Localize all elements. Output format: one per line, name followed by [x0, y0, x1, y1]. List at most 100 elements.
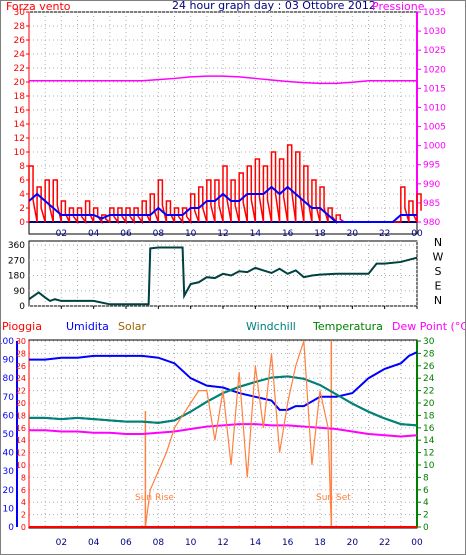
x-tick-label: 12: [217, 229, 228, 239]
x-tick-label: 08: [153, 538, 165, 548]
left-tick-label: 20: [14, 78, 26, 88]
rain-tick-label: 22: [16, 387, 26, 396]
x-tick-label: 20: [347, 229, 359, 239]
left-tick-label: 0: [19, 218, 25, 228]
x-tick-label: 22: [379, 538, 390, 548]
temp-tick-label: 2: [423, 511, 429, 521]
series-solar: [144, 340, 332, 528]
x-tick-label: 18: [314, 538, 326, 548]
temp-tick-label: 30: [423, 337, 435, 347]
x-tick-label: 06: [120, 229, 132, 239]
left-tick-label: 2: [19, 204, 25, 214]
right-tick-label: 990: [423, 180, 440, 190]
humidity-label: Umidita: [66, 320, 109, 333]
compass-label: E: [435, 280, 442, 293]
right-tick-label: 1025: [423, 46, 446, 56]
humidity-tick-label: 80: [3, 374, 15, 384]
rain-tick-label: 4: [21, 498, 26, 507]
rain-tick-label: 14: [16, 436, 26, 445]
wind-speed-label: Forza vento: [6, 0, 71, 13]
temp-tick-label: 18: [423, 411, 435, 421]
x-tick-label: 06: [120, 538, 132, 548]
left-tick-label: 16: [14, 106, 26, 116]
windchill-label: Windchill: [246, 320, 296, 333]
x-tick-label: 10: [185, 229, 197, 239]
right-tick-label: 1030: [423, 27, 446, 37]
left-tick-label: 12: [14, 134, 25, 144]
dir-tick-label: 90: [14, 287, 26, 297]
x-tick-label: 00: [411, 538, 423, 548]
rain-tick-label: 20: [16, 399, 26, 408]
x-tick-label: 02: [56, 229, 67, 239]
rain-tick-label: 2: [21, 511, 26, 520]
dir-tick-label: 360: [8, 241, 25, 251]
dir-tick-label: 270: [8, 256, 25, 266]
rain-tick-label: 12: [16, 449, 26, 458]
left-tick-label: 30: [14, 8, 26, 18]
humidity-tick-label: 10: [3, 504, 15, 514]
humidity-tick-label: 90: [3, 356, 15, 366]
left-tick-label: 26: [14, 36, 26, 46]
left-tick-label: 24: [14, 50, 26, 60]
humidity-tick-label: 70: [3, 393, 15, 403]
dir-tick-label: 0: [19, 302, 25, 312]
compass-label: N: [434, 294, 442, 307]
x-tick-label: 00: [411, 229, 423, 239]
right-tick-label: 995: [423, 161, 440, 171]
sunrise-annotation: Sun Rise: [135, 493, 174, 503]
compass-label: N: [434, 236, 442, 249]
right-tick-label: 1005: [423, 123, 446, 133]
humidity-tick-label: 50: [3, 430, 15, 440]
right-tick-label: 1020: [423, 65, 446, 75]
humidity-tick-label: 20: [3, 486, 15, 496]
rain-tick-label: 8: [21, 473, 26, 482]
x-tick-label: 02: [56, 538, 67, 548]
rain-tick-label: 24: [16, 374, 26, 383]
temperature-label: Temperatura: [312, 320, 383, 333]
series-direction: [28, 246, 418, 306]
x-tick-label: 16: [282, 538, 294, 548]
rain-tick-label: 28: [16, 349, 26, 358]
rain-tick-label: 0: [21, 523, 26, 532]
temp-tick-label: 24: [423, 374, 435, 384]
left-tick-label: 18: [14, 92, 26, 102]
temp-panel-axes: 0102030405060708090100024681012141618202…: [0, 337, 435, 548]
solar-label: Solar: [118, 320, 147, 333]
right-tick-label: 1035: [423, 8, 446, 18]
temp-tick-label: 22: [423, 387, 434, 397]
series-wind: [28, 185, 417, 223]
temp-panel-series: [29, 340, 418, 528]
left-tick-label: 28: [14, 22, 26, 32]
left-tick-label: 22: [14, 64, 25, 74]
rain-label: Pioggia: [2, 320, 42, 333]
right-tick-label: 985: [423, 199, 440, 209]
left-tick-label: 8: [19, 162, 25, 172]
series-pressure: [29, 75, 417, 85]
x-tick-label: 16: [282, 229, 294, 239]
wind-panel-series: [28, 75, 422, 225]
temp-tick-label: 12: [423, 449, 434, 459]
chart-title: 24 hour graph day : 03 Ottobre 2012: [172, 0, 376, 12]
temp-tick-label: 4: [423, 498, 429, 508]
x-tick-label: 22: [379, 229, 390, 239]
dir-tick-label: 180: [8, 272, 25, 282]
temp-tick-label: 14: [423, 436, 435, 446]
humidity-tick-label: 40: [3, 449, 15, 459]
x-tick-label: 12: [217, 538, 228, 548]
temp-tick-label: 26: [423, 362, 435, 372]
sunset-annotation: Sun Set: [316, 493, 351, 503]
right-tick-label: 1015: [423, 84, 446, 94]
x-tick-label: 18: [314, 229, 326, 239]
series-gust: [28, 144, 422, 225]
x-tick-label: 04: [88, 229, 100, 239]
rain-tick-label: 26: [16, 362, 26, 371]
temp-tick-label: 6: [423, 486, 429, 496]
x-tick-label: 14: [250, 229, 262, 239]
temp-tick-label: 0: [423, 523, 429, 533]
humidity-tick-label: 100: [0, 337, 14, 347]
right-tick-label: 1010: [423, 103, 446, 113]
series-dewpoint: [29, 423, 418, 438]
